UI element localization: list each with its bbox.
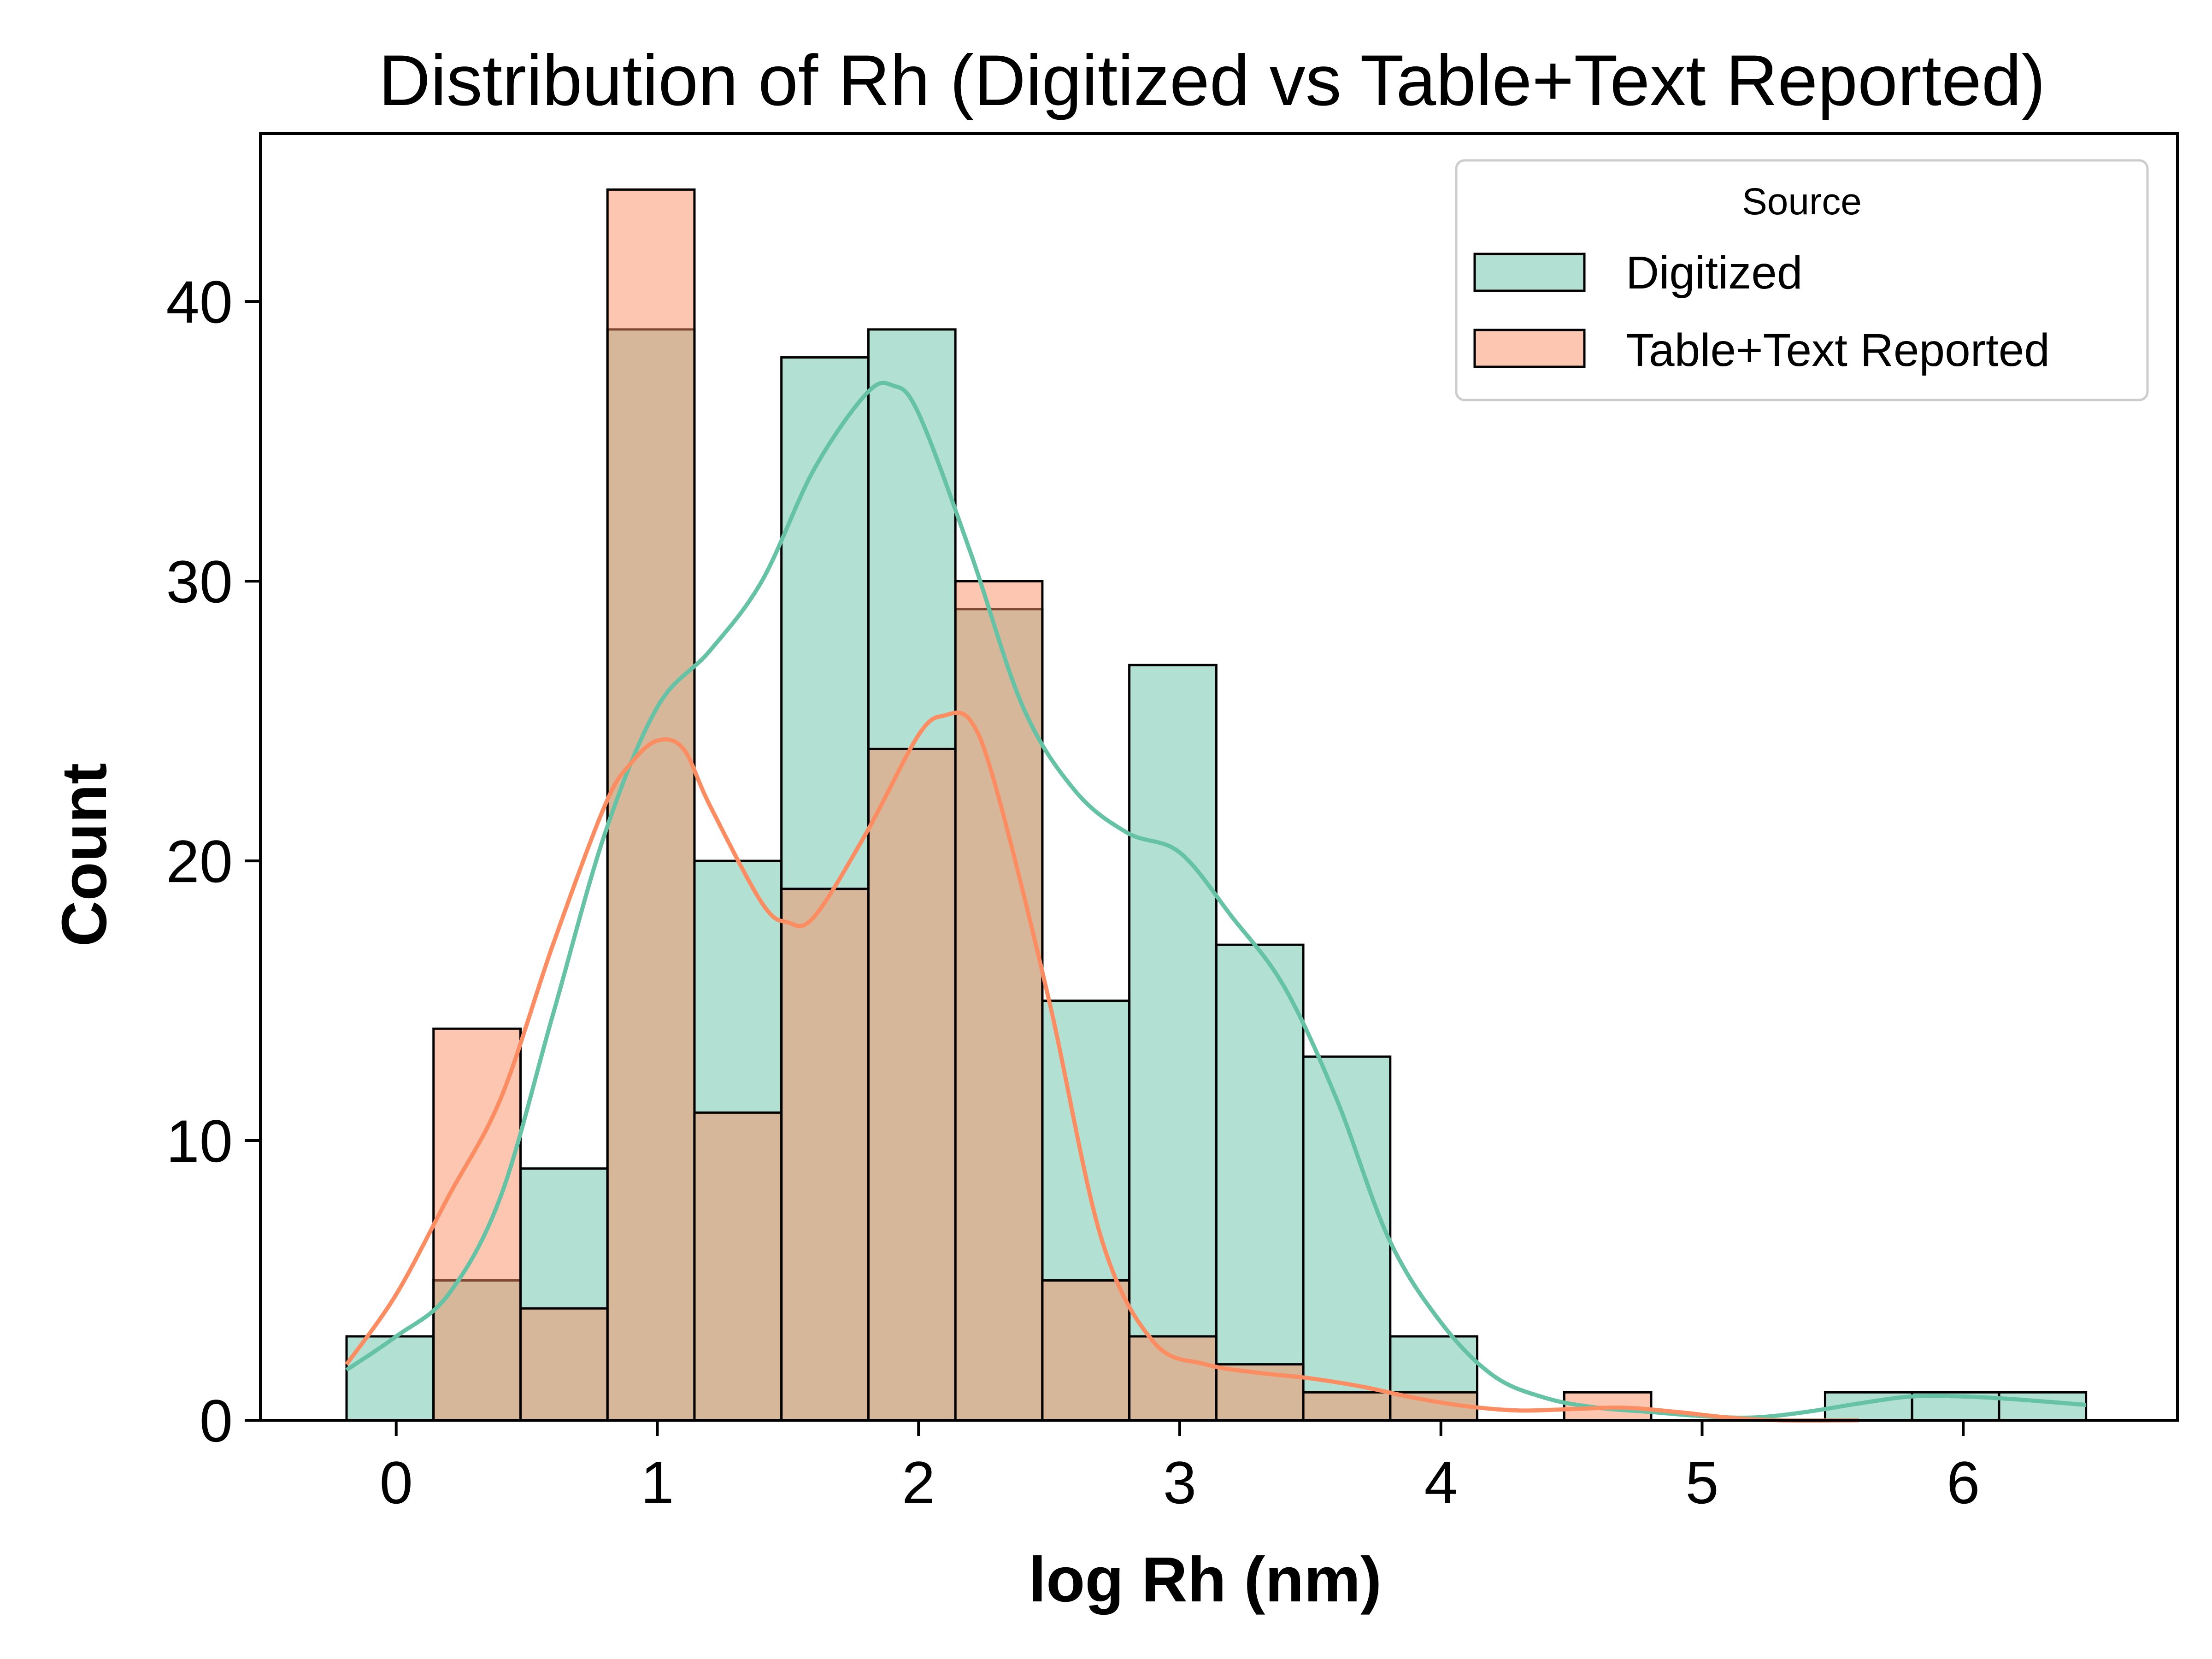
y-axis-title: Count bbox=[49, 763, 120, 947]
bar-table-text-reported bbox=[1128, 1335, 1218, 1422]
bar-table-text-reported bbox=[693, 1111, 783, 1422]
bar-digitized bbox=[1302, 1055, 1392, 1422]
plot-frame bbox=[259, 132, 2179, 1422]
x-tick-label: 3 bbox=[1163, 1449, 1196, 1516]
chart-title: Distribution of Rh (Digitized vs Table+T… bbox=[378, 41, 2045, 121]
legend-swatch-digitized bbox=[1473, 253, 1586, 292]
x-tick-label: 2 bbox=[902, 1449, 935, 1516]
legend-box bbox=[1455, 159, 2149, 401]
x-tick-label: 4 bbox=[1424, 1449, 1458, 1516]
kde-lines bbox=[345, 381, 2086, 1423]
bar-digitized bbox=[345, 1335, 435, 1422]
legend-title: Source bbox=[1742, 181, 1862, 223]
x-tick-label: 6 bbox=[1947, 1449, 1980, 1516]
kde-line-table-text-reported bbox=[345, 710, 1859, 1423]
legend-label-table-text-reported: Table+Text Reported bbox=[1626, 324, 2050, 376]
bar-digitized bbox=[1998, 1391, 2088, 1422]
x-tick-label: 5 bbox=[1685, 1449, 1718, 1516]
x-tick-label: 0 bbox=[380, 1449, 413, 1516]
bar-digitized bbox=[1215, 943, 1305, 1422]
bar-table-text-reported bbox=[780, 888, 870, 1422]
y-tick-label: 30 bbox=[166, 548, 233, 615]
y-axis: 0 10 20 30 40 bbox=[166, 268, 260, 1454]
bar-table-text-reported bbox=[954, 580, 1044, 1422]
legend-swatch-table-text-reported bbox=[1473, 329, 1586, 368]
legend-label-digitized: Digitized bbox=[1626, 247, 1803, 299]
x-axis: 0 1 2 3 4 5 6 bbox=[380, 1420, 1980, 1516]
plot-area bbox=[345, 188, 2088, 1423]
y-tick-label: 20 bbox=[166, 828, 233, 895]
bar-table-text-reported bbox=[1041, 1279, 1131, 1422]
bar-table-text-reported bbox=[867, 747, 957, 1422]
bar-table-text-reported bbox=[432, 1027, 522, 1422]
y-tick-label: 40 bbox=[166, 268, 233, 335]
y-tick-label: 10 bbox=[166, 1107, 233, 1175]
x-tick-label: 1 bbox=[641, 1449, 674, 1516]
bar-table-text-reported bbox=[519, 1307, 609, 1422]
x-axis-title: log Rh (nm) bbox=[1029, 1544, 1382, 1615]
bar-digitized bbox=[1128, 664, 1218, 1422]
y-tick-label: 0 bbox=[200, 1387, 233, 1454]
bar-table-text-reported bbox=[1302, 1391, 1392, 1422]
legend: Source Digitized Table+Text Reported bbox=[1455, 159, 2149, 401]
bar-table-text-reported bbox=[606, 188, 696, 1422]
